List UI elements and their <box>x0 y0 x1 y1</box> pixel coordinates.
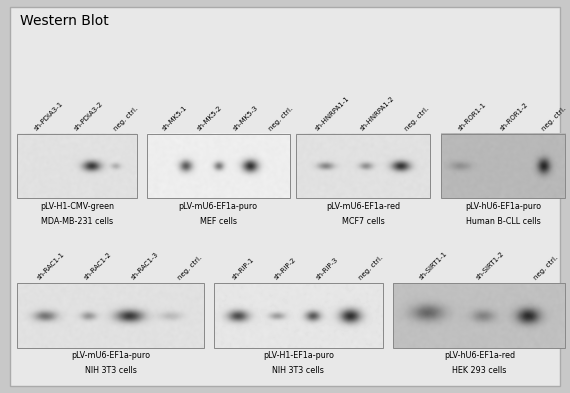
Text: sh-ROR1-1: sh-ROR1-1 <box>457 101 487 132</box>
Text: sh-ROR1-2: sh-ROR1-2 <box>499 101 529 132</box>
Text: sh-RAC1-3: sh-RAC1-3 <box>130 251 160 281</box>
Text: neg. ctrl.: neg. ctrl. <box>357 255 384 281</box>
Bar <box>393 283 565 348</box>
Text: sh-HNRPA1-1: sh-HNRPA1-1 <box>315 95 351 132</box>
Text: pLV-H1-EF1a-puro: pLV-H1-EF1a-puro <box>263 351 334 360</box>
Text: NIH 3T3 cells: NIH 3T3 cells <box>272 366 324 375</box>
Text: neg. ctrl.: neg. ctrl. <box>532 255 559 281</box>
Text: neg. ctrl.: neg. ctrl. <box>540 105 567 132</box>
Text: sh-RIP-2: sh-RIP-2 <box>273 257 297 281</box>
Text: neg. ctrl.: neg. ctrl. <box>404 105 430 132</box>
Text: sh-SIRT1-1: sh-SIRT1-1 <box>418 251 448 281</box>
Bar <box>214 283 383 348</box>
Text: neg. ctrl.: neg. ctrl. <box>267 105 294 132</box>
Text: Western Blot: Western Blot <box>20 14 109 28</box>
Text: sh-MK5-3: sh-MK5-3 <box>232 105 259 132</box>
Text: sh-RIP-3: sh-RIP-3 <box>315 257 340 281</box>
Text: MCF7 cells: MCF7 cells <box>342 217 385 226</box>
Bar <box>17 283 204 348</box>
Text: MEF cells: MEF cells <box>200 217 237 226</box>
Text: pLV-hU6-EF1a-red: pLV-hU6-EF1a-red <box>444 351 515 360</box>
Text: sh-RIP-1: sh-RIP-1 <box>231 257 255 281</box>
Text: pLV-H1-CMV-green: pLV-H1-CMV-green <box>40 202 114 211</box>
Text: pLV-mU6-EF1a-puro: pLV-mU6-EF1a-puro <box>71 351 150 360</box>
Text: pLV-hU6-EF1a-puro: pLV-hU6-EF1a-puro <box>465 202 541 211</box>
Text: sh-MK5-1: sh-MK5-1 <box>161 105 188 132</box>
Text: neg. ctrl.: neg. ctrl. <box>177 255 203 281</box>
Text: Human B-CLL cells: Human B-CLL cells <box>466 217 540 226</box>
Bar <box>17 134 137 198</box>
Text: neg. ctrl.: neg. ctrl. <box>113 105 139 132</box>
Text: sh-MK5-2: sh-MK5-2 <box>196 105 223 132</box>
Text: NIH 3T3 cells: NIH 3T3 cells <box>84 366 137 375</box>
Text: sh-RAC1-2: sh-RAC1-2 <box>83 252 113 281</box>
Text: pLV-mU6-EF1a-puro: pLV-mU6-EF1a-puro <box>179 202 258 211</box>
Text: sh-SIRT1-2: sh-SIRT1-2 <box>475 251 506 281</box>
Text: sh-RAC1-1: sh-RAC1-1 <box>36 251 66 281</box>
Text: pLV-mU6-EF1a-red: pLV-mU6-EF1a-red <box>326 202 401 211</box>
Text: sh-PDIA3-2: sh-PDIA3-2 <box>73 101 104 132</box>
Text: sh-HNRPA1-2: sh-HNRPA1-2 <box>359 95 396 132</box>
Bar <box>147 134 290 198</box>
Text: HEK 293 cells: HEK 293 cells <box>452 366 507 375</box>
Text: MDA-MB-231 cells: MDA-MB-231 cells <box>41 217 113 226</box>
Bar <box>296 134 430 198</box>
Text: sh-PDIA3-1: sh-PDIA3-1 <box>33 100 64 132</box>
Bar <box>441 134 565 198</box>
